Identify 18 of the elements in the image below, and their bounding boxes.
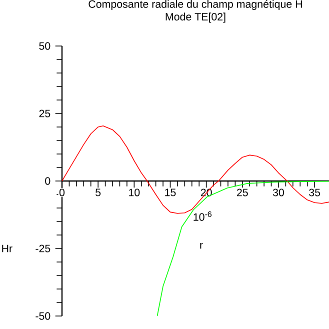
x-tick-label: 25 <box>237 188 248 196</box>
x-tick-label: 5 <box>96 188 101 196</box>
chart-title: Composante radiale du champ magnétique H <box>88 0 302 10</box>
y-axis-title: Hr <box>2 244 12 252</box>
y-tick-label: -25 <box>36 244 50 252</box>
x-tick-label: 10 <box>129 188 140 196</box>
x-tick-label: 35 <box>309 188 320 196</box>
y-tick-label: 25 <box>39 110 50 118</box>
x-tick-label: 0 <box>59 188 65 196</box>
y-tick-label: 0 <box>45 177 50 185</box>
y-tick-label: 50 <box>39 42 50 50</box>
line-series <box>156 180 329 316</box>
chart-subtitle: Mode TE[02] <box>166 12 226 23</box>
annotation: 10$^{-6}$ <box>194 211 212 221</box>
x-tick-label: 30 <box>272 188 284 196</box>
y-tick-label: -50 <box>36 312 50 320</box>
x-axis-title: r <box>200 242 203 249</box>
x-tick-label: 15 <box>165 188 176 196</box>
